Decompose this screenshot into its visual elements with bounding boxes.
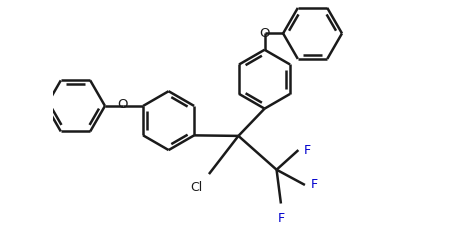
Text: F: F bbox=[304, 144, 311, 156]
Text: Cl: Cl bbox=[190, 180, 202, 194]
Text: F: F bbox=[310, 178, 318, 192]
Text: O: O bbox=[259, 27, 270, 40]
Text: F: F bbox=[278, 212, 284, 225]
Text: O: O bbox=[117, 98, 128, 111]
